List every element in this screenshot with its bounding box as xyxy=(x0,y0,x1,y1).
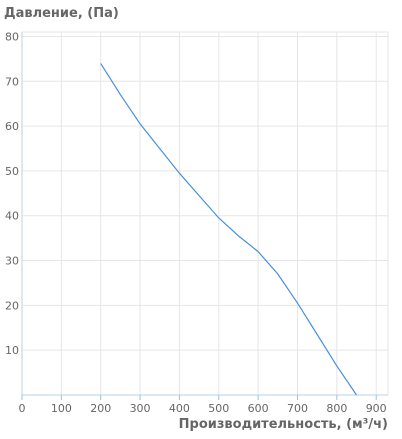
x-tick-label: 700 xyxy=(287,402,308,415)
series-group xyxy=(100,63,357,396)
x-tick-label: 500 xyxy=(208,402,229,415)
y-tick-label: 30 xyxy=(5,255,19,268)
y-tick-label: 40 xyxy=(5,210,19,223)
x-tick-label: 400 xyxy=(169,402,190,415)
plot-border xyxy=(21,31,389,396)
x-tick-label: 200 xyxy=(90,402,111,415)
x-tick-label: 900 xyxy=(366,402,387,415)
y-tick-label: 60 xyxy=(5,120,19,133)
y-tick-label: 10 xyxy=(5,344,19,357)
x-tick-label: 100 xyxy=(51,402,72,415)
x-tick-label: 300 xyxy=(130,402,151,415)
x-tick-label: 600 xyxy=(248,402,269,415)
x-axis-title: Производительность, (м³/ч) xyxy=(179,417,388,432)
y-tick-label: 20 xyxy=(5,299,19,312)
y-axis-title: Давление, (Па) xyxy=(4,6,119,21)
y-tick-label: 70 xyxy=(5,75,19,88)
ticks: 0 100 200 300 400 500 600 700 800 900 10 20 30 40 50 60… xyxy=(5,30,387,415)
y-tick-label: 80 xyxy=(5,30,19,43)
grid xyxy=(21,31,389,396)
x-tick-label: 0 xyxy=(19,402,26,415)
x-tick-label: 800 xyxy=(326,402,347,415)
y-tick-label: 50 xyxy=(5,165,19,178)
series-line xyxy=(100,63,357,396)
